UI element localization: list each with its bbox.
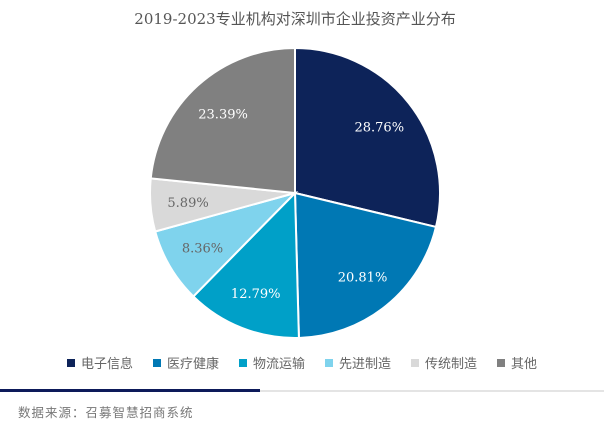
legend-label: 医疗健康: [166, 357, 219, 372]
legend-swatch: [238, 358, 247, 367]
legend-item: 医疗健康: [152, 353, 219, 372]
pie-slice-3: [191, 190, 300, 339]
data-label: 5.89%: [167, 196, 208, 211]
data-label: 8.36%: [182, 241, 223, 256]
data-label: 20.81%: [338, 270, 388, 285]
data-label: 28.76%: [354, 121, 404, 136]
legend-swatch: [411, 358, 420, 367]
legend-swatch: [497, 358, 506, 367]
pie-slice-1: [294, 46, 441, 229]
legend-item: 其他: [497, 353, 537, 372]
legend-swatch: [66, 358, 75, 367]
legend: 电子信息 医疗健康 物流运输 先进制造 传统制造 其他: [0, 353, 604, 372]
legend-swatch: [152, 358, 161, 367]
legend-swatch: [325, 358, 333, 367]
legend-item: 先进制造: [325, 353, 391, 372]
data-label: 23.39%: [198, 107, 248, 122]
legend-item: 传统制造: [411, 353, 477, 372]
pie-slice-2: [293, 191, 438, 339]
legend-item: 物流运输: [238, 353, 305, 372]
footer-rule: [260, 390, 604, 392]
pie-chart: 28.76% 20.81% 12.79% 8.36% 5.89% 23.39%: [149, 46, 441, 339]
legend-item: 电子信息: [66, 353, 133, 372]
legend-label: 传统制造: [425, 357, 478, 372]
legend-label: 先进制造: [339, 357, 392, 372]
legend-label: 物流运输: [252, 357, 305, 372]
legend-label: 电子信息: [80, 357, 133, 372]
legend-label: 其他: [511, 357, 538, 372]
pie-slice-6: [149, 46, 296, 195]
source-note: 数据来源：召募智慧招商系统: [18, 405, 194, 420]
chart-title: 2019-2023专业机构对深圳市企业投资产业分布: [134, 10, 456, 28]
data-label: 12.79%: [231, 287, 281, 302]
footer-rule-accent: [0, 389, 260, 392]
